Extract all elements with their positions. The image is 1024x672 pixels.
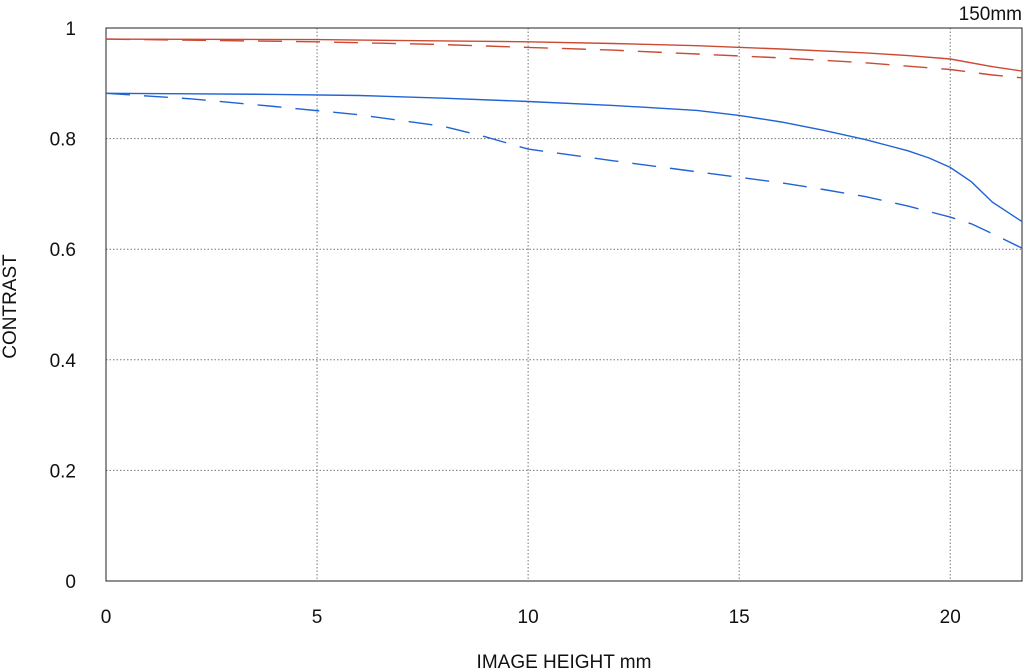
series-line	[105, 38, 1023, 79]
series-line	[105, 92, 1023, 223]
series-lines	[105, 38, 1023, 249]
y-tick-label: 0.2	[50, 461, 76, 482]
grid	[106, 28, 1022, 581]
x-tick-label: 20	[940, 607, 961, 628]
y-tick-label: 1	[65, 19, 76, 40]
y-tick-label: 0.6	[50, 240, 76, 261]
x-tick-labels: 0 5 10 15 20	[101, 607, 961, 628]
y-tick-label: 0.4	[50, 351, 77, 372]
focal-length-label: 150mm	[959, 4, 1022, 25]
x-tick-label: 10	[518, 607, 539, 628]
x-tick-label: 15	[729, 607, 750, 628]
y-tick-labels: 0 0.2 0.4 0.6 0.8 1	[50, 19, 77, 593]
plot-frame	[105, 27, 1023, 582]
x-tick-label: 0	[101, 607, 112, 628]
y-tick-label: 0	[65, 572, 76, 593]
x-tick-label: 5	[312, 607, 323, 628]
y-tick-label: 0.8	[50, 130, 76, 151]
series-line	[105, 92, 1023, 249]
x-axis-title: IMAGE HEIGHT mm	[477, 652, 652, 672]
y-axis-title: CONTRAST	[0, 254, 21, 359]
series-line	[105, 38, 1023, 72]
